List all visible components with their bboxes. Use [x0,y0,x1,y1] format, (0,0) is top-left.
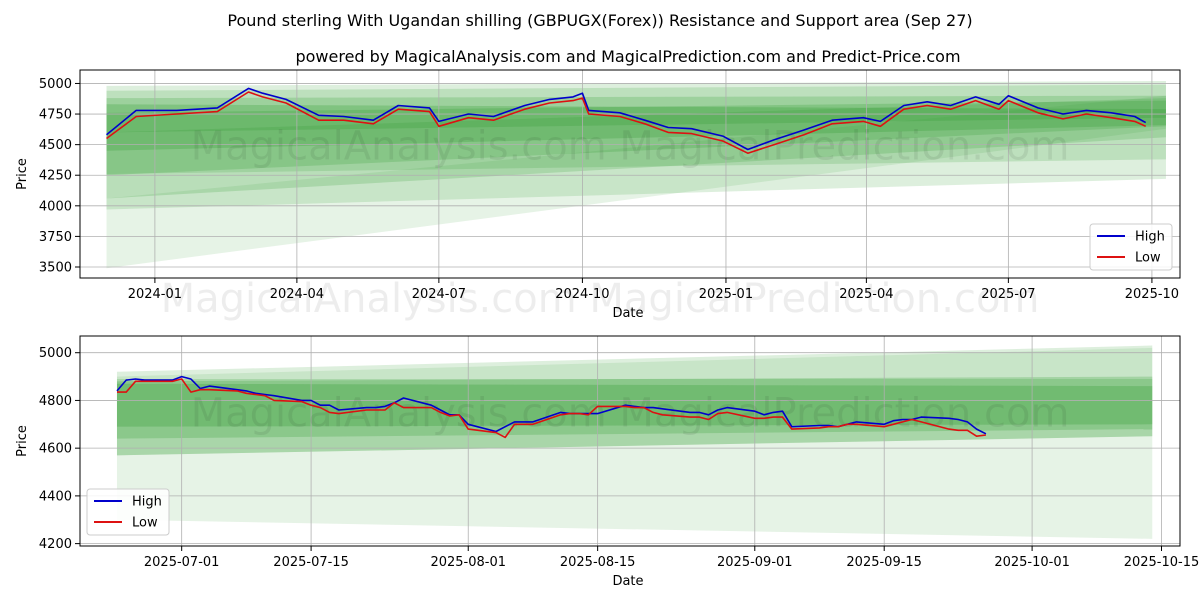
watermark-text: MagicalAnalysis.com MagicalPrediction.co… [191,390,1070,436]
legend-label-low: Low [1135,251,1161,266]
series-line-low [117,378,987,439]
x-tick-label: 2024-07 [412,287,466,302]
plot-area: MagicalAnalysis.com MagicalPrediction.co… [80,336,1180,546]
legend-label-high: High [132,495,162,510]
x-tick-label: 2025-10 [1125,287,1179,302]
support-resistance-band [116,378,1153,456]
y-axis-label: Price [15,158,30,190]
chart-panel-1: MagicalAnalysis.com MagicalPrediction.co… [15,69,1181,321]
x-tick-label: 2025-09-15 [846,555,922,570]
y-tick-label: 4250 [39,169,72,184]
x-tick-label: 2025-04 [839,287,893,302]
x-tick-label: 2025-01 [699,287,753,302]
plot-frame [79,335,1181,547]
support-resistance-band [106,104,1166,151]
x-tick-label: 2024-04 [270,287,324,302]
legend-label-high: High [1135,230,1165,245]
y-tick-label: 4800 [39,394,72,409]
y-tick-label: 4200 [39,537,72,552]
x-tick-label: 2025-07-15 [273,555,349,570]
x-tick-label: 2024-10 [555,287,609,302]
y-tick-label: 4400 [39,489,72,504]
y-tick-label: 5000 [39,77,72,92]
x-tick-label: 2025-08-01 [430,555,506,570]
support-resistance-band [106,95,1166,269]
watermark-text: MagicalAnalysis.com MagicalPrediction.co… [191,123,1070,169]
y-tick-label: 4500 [39,138,72,153]
y-tick-label: 3500 [39,260,72,275]
y-tick-label: 4600 [39,442,72,457]
x-axis-label: Date [612,574,643,589]
series-line-low [106,91,1147,154]
watermark-text: MagicalAnalysis.com MagicalPrediction.co… [161,276,1040,322]
x-tick-label: 2025-10-01 [994,555,1070,570]
support-resistance-band [106,81,1166,210]
y-axis-label: Price [15,425,30,457]
support-resistance-band [106,98,1166,199]
legend-label-low: Low [132,516,158,531]
x-tick-label: 2025-07 [981,287,1035,302]
support-resistance-band [106,100,1166,133]
chart-legend: High Low [1089,223,1173,271]
support-resistance-band [116,347,1153,539]
x-tick-label: 2025-07-01 [144,555,220,570]
plot-area: MagicalAnalysis.com MagicalPrediction.co… [80,70,1180,278]
y-tick-label: 5000 [39,346,72,361]
plot-frame [79,69,1181,279]
x-axis-label: Date [612,306,643,321]
x-tick-label: 2025-10-15 [1124,555,1200,570]
chart-title: Pound sterling With Ugandan shilling (GB… [227,11,972,30]
y-tick-label: 4000 [39,199,72,214]
support-resistance-band [116,383,1153,427]
series-line-high [105,87,1147,151]
support-resistance-band [106,95,1166,176]
y-tick-label: 4750 [39,108,72,123]
chart-subtitle: powered by MagicalAnalysis.com and Magic… [295,47,960,66]
y-tick-label: 3750 [39,230,72,245]
x-tick-label: 2024-01 [128,287,182,302]
x-tick-label: 2025-08-15 [560,555,636,570]
chart-panel-2: MagicalAnalysis.com MagicalPrediction.co… [15,335,1200,589]
x-tick-label: 2025-09-01 [717,555,793,570]
chart-legend: High Low [86,488,170,536]
